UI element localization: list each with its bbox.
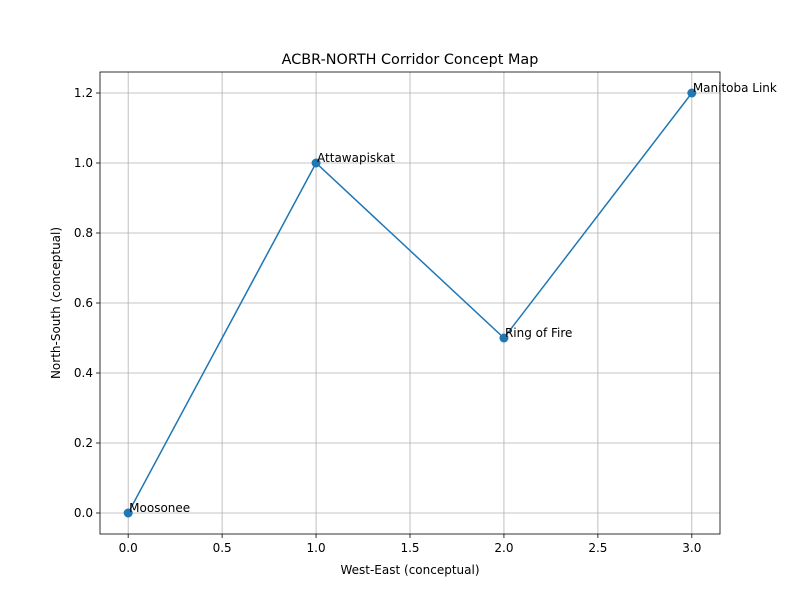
- chart-title: ACBR-NORTH Corridor Concept Map: [282, 52, 539, 68]
- y-tick-label: 0.8: [74, 226, 93, 240]
- point: [687, 88, 697, 98]
- point-label: Attawapiskat: [317, 151, 395, 165]
- line: [127, 92, 693, 514]
- plot-frame: [99, 71, 721, 535]
- y-tick-label: 1.2: [74, 86, 93, 100]
- y-tick-label: 0.6: [74, 296, 93, 310]
- x-tick-label: 0.5: [213, 541, 232, 555]
- y-tick-label: 0.4: [74, 366, 93, 380]
- x-tick-label: 1.0: [307, 541, 326, 555]
- y-tick-label: 0.2: [74, 436, 93, 450]
- x-tick-label: 1.5: [400, 541, 419, 555]
- point: [499, 333, 509, 343]
- point-label: Moosonee: [129, 501, 190, 515]
- x-tick-label: 2.5: [588, 541, 607, 555]
- grid-layer: [100, 72, 720, 534]
- point-label: Ring of Fire: [505, 326, 573, 340]
- point: [123, 508, 133, 518]
- y-tick-label: 1.0: [74, 156, 93, 170]
- point-label: Manitoba Link: [693, 81, 777, 95]
- x-tick-label: 3.0: [682, 541, 701, 555]
- x-tick-label: 2.0: [494, 541, 513, 555]
- point: [311, 158, 321, 168]
- x-axis-label: West-East (conceptual): [340, 563, 479, 577]
- y-tick-label: 0.0: [74, 506, 93, 520]
- y-axis-label: North-South (conceptual): [49, 227, 63, 379]
- x-tick-label: 0.0: [119, 541, 138, 555]
